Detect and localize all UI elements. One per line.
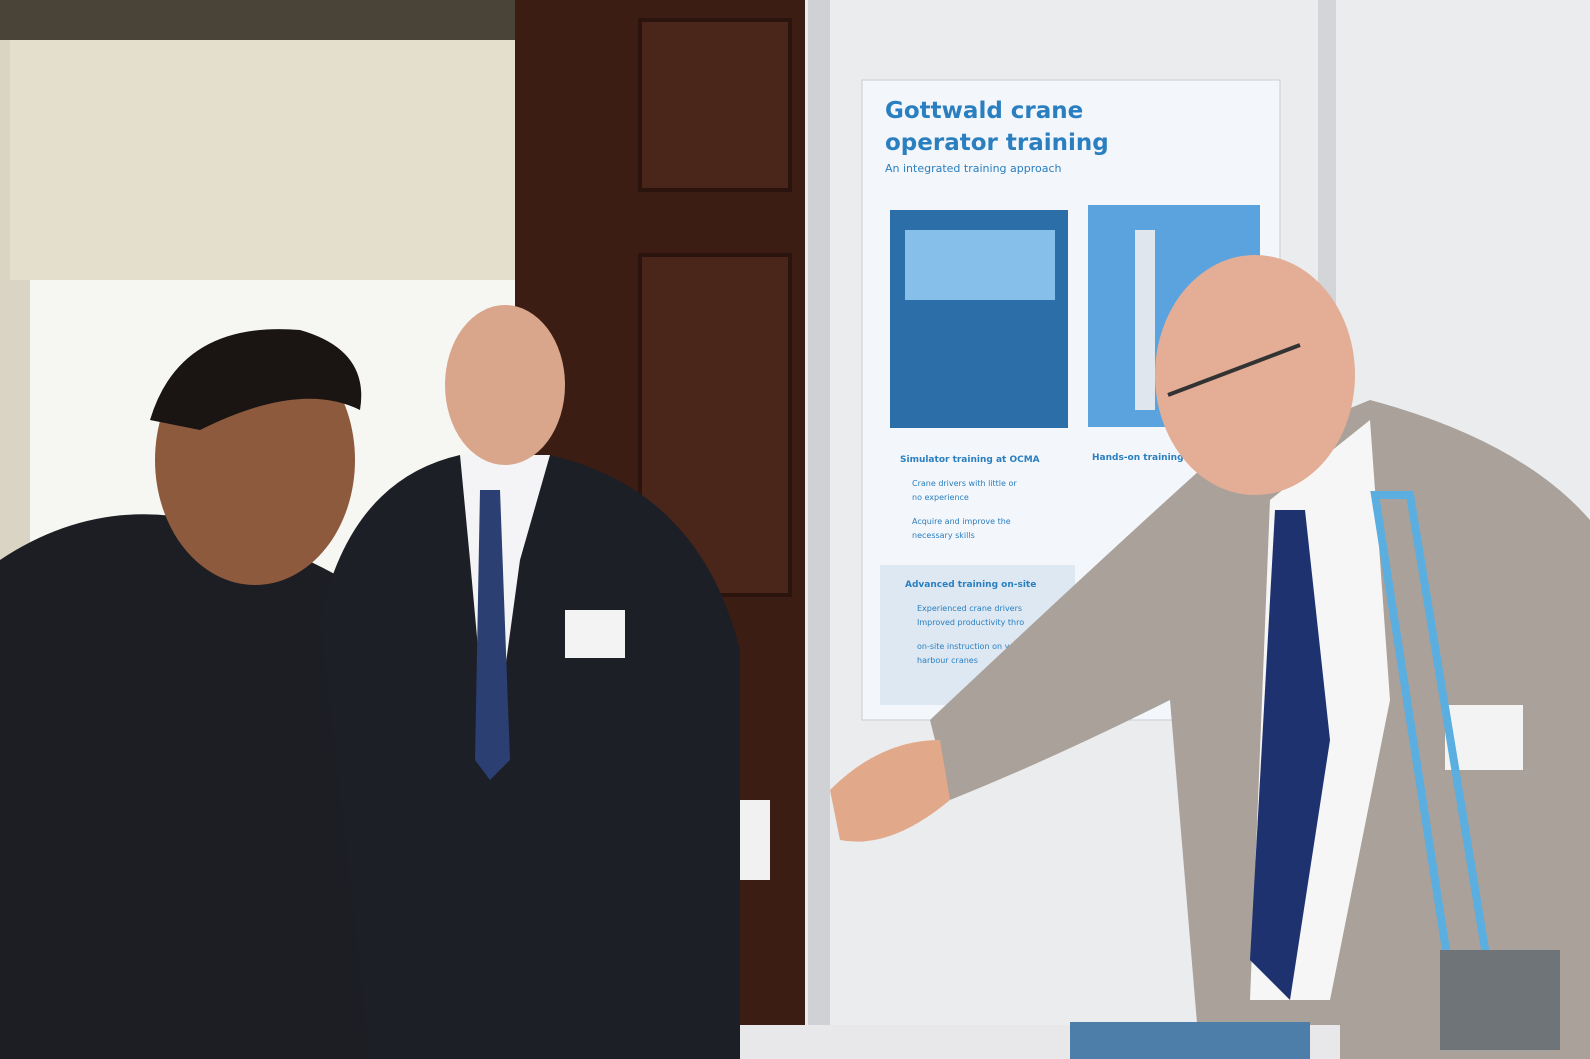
poster-crane-tower <box>1135 230 1155 410</box>
poster-item: Crane drivers with little or <box>912 479 1017 488</box>
crane-model-base <box>1440 950 1560 1050</box>
man-middle-suit <box>320 455 740 1059</box>
poster-item: on-site instruction on yo <box>917 642 1014 651</box>
poster-item: necessary skills <box>912 531 975 540</box>
poster-photo-sky <box>905 230 1055 300</box>
poster-section-heading: Advanced training on-site <box>905 580 1036 590</box>
ceiling <box>0 0 520 40</box>
man-right-tie <box>1250 510 1330 1000</box>
poster-item: harbour cranes <box>917 656 978 665</box>
poster-section-heading: Simulator training at OCMA <box>900 455 1040 465</box>
upper-wall <box>10 40 515 280</box>
brochure <box>1070 1022 1310 1059</box>
poster-text: Gottwald crane operator training An integr… <box>885 98 1184 665</box>
poster-section-heading: Hands-on training <box>1092 453 1184 463</box>
booth-post <box>808 0 830 1059</box>
poster-title: operator training <box>885 130 1109 156</box>
man-left-hair <box>150 329 362 430</box>
poster-title: Gottwald crane <box>885 98 1083 124</box>
name-badge <box>565 610 625 658</box>
glasses <box>1167 343 1301 397</box>
poster-item: Acquire and improve the <box>912 517 1011 526</box>
handshake <box>830 740 950 842</box>
poster-item: Experienced crane drivers <box>917 604 1022 613</box>
door-panel <box>638 18 792 192</box>
name-badge <box>1445 705 1523 770</box>
poster-item: no experience <box>912 493 969 502</box>
man-right-head <box>1155 255 1355 495</box>
man-middle-head <box>445 305 565 465</box>
poster-item: Improved productivity thro <box>917 618 1024 627</box>
poster-subtitle: An integrated training approach <box>885 162 1062 175</box>
man-middle-tie <box>475 490 510 780</box>
